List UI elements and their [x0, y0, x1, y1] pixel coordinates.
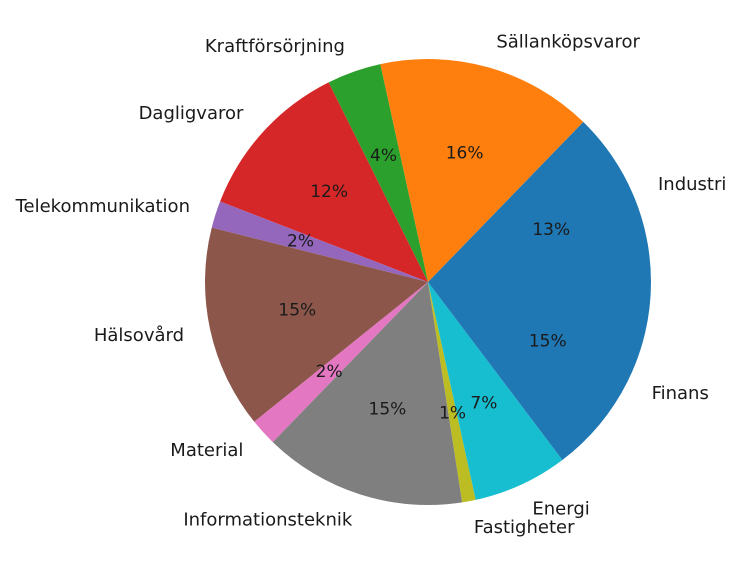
pie-slice-dagligvaror — [220, 82, 428, 282]
category-label-halsovard: Hälsovård — [94, 325, 184, 346]
percent-label-halsovard: 15% — [278, 301, 316, 321]
category-label-telekommunikation: Telekommunikation — [15, 196, 190, 217]
pie-slice-fastigheter — [428, 282, 476, 503]
percent-label-energi: 7% — [470, 394, 497, 414]
pie-slices — [204, 59, 651, 505]
pie-slice-halsovard — [204, 227, 428, 422]
percent-label-informationsteknik: 15% — [369, 400, 407, 420]
pie-slice-kraftforsorjning — [328, 64, 428, 282]
percent-labels: 13% 16% 4% 12% 2% 15% 2% 15% 1% 7% 15% — [278, 143, 570, 423]
pie-slice-energi — [428, 282, 563, 500]
pie-slice-industri — [428, 121, 651, 282]
percent-label-material: 2% — [316, 362, 343, 382]
percent-label-telekommunikation: 2% — [287, 231, 314, 251]
category-label-finans: Finans — [652, 383, 709, 404]
percent-label-industri: 13% — [532, 220, 570, 240]
category-label-dagligvaror: Dagligvaror — [139, 103, 244, 124]
category-label-kraftforsorjning: Kraftförsörjning — [205, 36, 345, 57]
pie-slice-material — [254, 282, 428, 443]
pie-slice-finans — [428, 282, 651, 460]
category-label-fastigheter: Fastigheter — [474, 517, 575, 538]
category-labels: Industri Sällanköpsvaror Kraftförsörjning D… — [15, 31, 727, 538]
pie-slice-sallankopsvaror — [380, 59, 584, 283]
percent-label-finans: 15% — [529, 332, 567, 352]
pie-slice-informationsteknik — [272, 282, 463, 505]
category-label-material: Material — [170, 440, 243, 461]
percent-label-fastigheter: 1% — [439, 404, 466, 424]
category-label-energi: Energi — [532, 498, 589, 519]
category-label-sallankopsvaror: Sällanköpsvaror — [496, 31, 640, 52]
category-label-informationsteknik: Informationsteknik — [183, 510, 353, 531]
pie-slice-telekommunikation — [211, 201, 428, 282]
percent-label-dagligvaror: 12% — [310, 182, 348, 202]
percent-label-sallankopsvaror: 16% — [446, 143, 484, 163]
category-label-industri: Industri — [658, 174, 726, 195]
percent-label-kraftforsorjning: 4% — [370, 146, 397, 166]
